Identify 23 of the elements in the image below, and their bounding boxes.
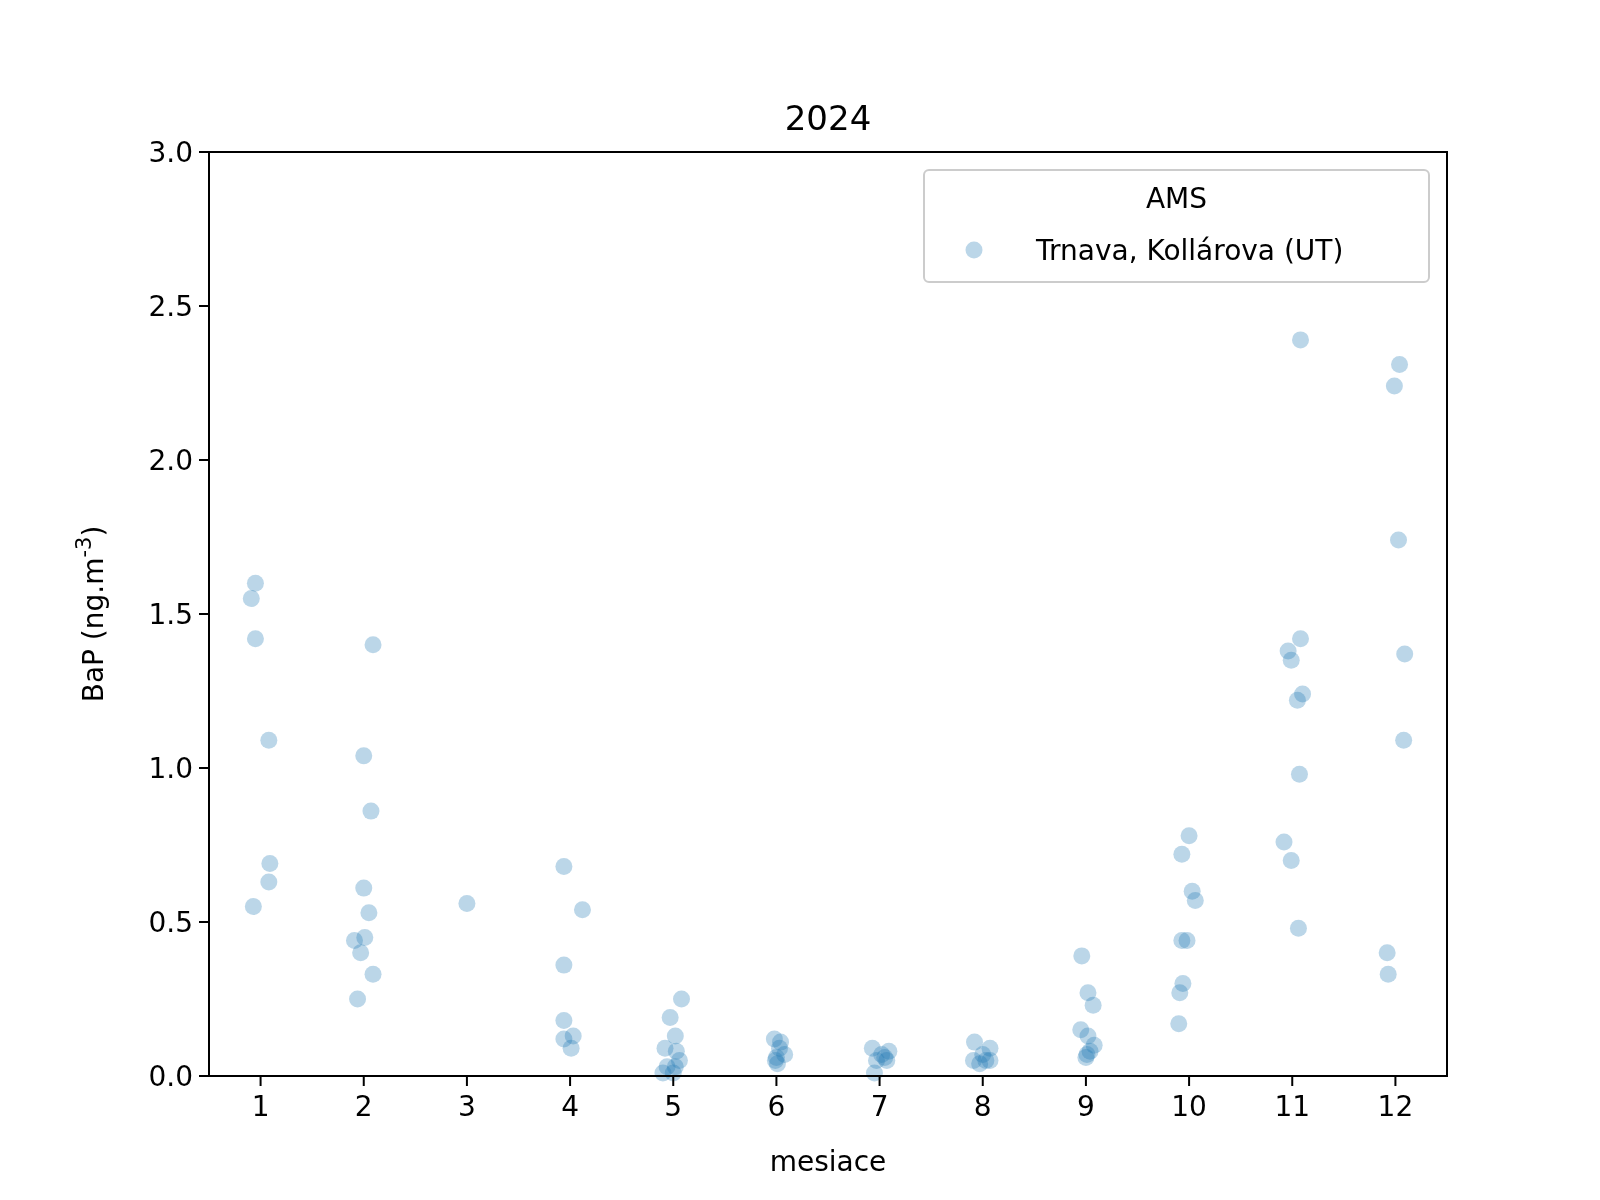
y-tick-label: 1.5 (148, 597, 193, 631)
x-tick-label: 1 (251, 1090, 270, 1123)
x-tick-label: 11 (1274, 1090, 1311, 1123)
x-tick-label: 4 (561, 1090, 579, 1123)
y-tick-label: 0.0 (148, 1059, 193, 1093)
y-tick-label: 2.5 (148, 289, 193, 323)
x-tick-label: 7 (870, 1090, 889, 1123)
chart-title: 2024 (784, 98, 872, 138)
legend-label: Trnava, Kollárova (UT) (1035, 233, 1344, 267)
y-tick-label: 3.0 (148, 135, 193, 169)
x-tick-label: 2 (354, 1090, 373, 1123)
y-tick-label: 0.5 (148, 905, 193, 939)
x-axis-title: mesiace (769, 1145, 887, 1178)
y-tick-label: 2.0 (148, 443, 193, 477)
x-tick-label: 3 (458, 1090, 476, 1123)
legend-title: AMS (1145, 182, 1208, 215)
x-tick-label: 9 (1077, 1090, 1095, 1123)
x-tick-label: 8 (973, 1090, 992, 1123)
x-tick-label: 10 (1171, 1090, 1207, 1123)
x-tick-label: 6 (767, 1090, 786, 1123)
x-tick-label: 5 (664, 1090, 683, 1123)
x-tick-label: 12 (1377, 1090, 1414, 1123)
y-tick-label: 1.0 (148, 751, 193, 785)
